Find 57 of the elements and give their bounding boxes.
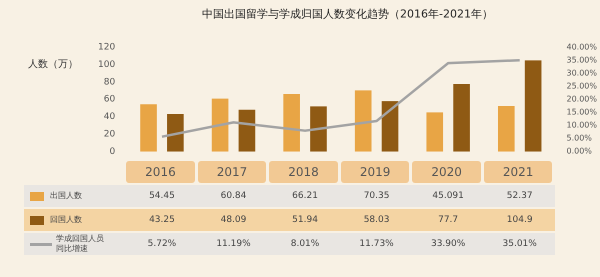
x-tick-label: 2021 <box>484 161 552 183</box>
data-label: 8.01% <box>290 238 320 251</box>
bar <box>498 106 515 152</box>
data-label: 48.09 <box>220 214 248 227</box>
legend-label: 回国人数 <box>50 215 82 225</box>
bar <box>167 114 184 152</box>
data-label: 45.091 <box>431 190 465 203</box>
data-label: 11.19% <box>215 238 252 251</box>
data-label: 60.84 <box>220 190 248 203</box>
x-tick-label: 2017 <box>198 161 266 183</box>
x-tick-label: 2019 <box>340 161 410 183</box>
y-tick-label: 100 <box>98 60 116 70</box>
y2-tick-label: 0.00% <box>566 146 592 156</box>
data-label: 51.94 <box>291 214 319 227</box>
x-tick-label: 2016 <box>126 161 195 183</box>
data-label: 104.9 <box>506 214 534 227</box>
data-label: 43.25 <box>148 214 176 227</box>
bar <box>212 98 228 152</box>
x-tick-label: 2018 <box>269 161 338 183</box>
y-axis-title: 人数（万） <box>28 58 78 72</box>
y2-tick-label: 40.00% <box>566 42 598 52</box>
y-tick-label: 20 <box>104 130 116 140</box>
bar <box>310 106 327 152</box>
data-label: 77.7 <box>437 214 460 227</box>
y2-tick-label: 20.00% <box>566 94 598 104</box>
bar <box>524 60 542 152</box>
data-label: 5.72% <box>146 238 178 251</box>
data-label: 70.35 <box>362 190 390 203</box>
y-tick-label: 40 <box>104 112 116 122</box>
data-label: 54.45 <box>148 190 176 203</box>
y-tick-label: 80 <box>104 77 116 88</box>
legend-label: 学成回国人员同比增速 <box>56 234 104 254</box>
data-label: 58.03 <box>362 214 390 227</box>
bar <box>283 94 300 152</box>
data-label: 35.01% <box>502 238 538 251</box>
chart-title: 中国出国留学与学成归国人数变化趋势（2016年-2021年） <box>202 7 493 20</box>
x-tick-label: 2020 <box>412 161 481 183</box>
y2-tick-label: 25.00% <box>566 81 598 90</box>
bar <box>453 84 470 152</box>
data-label: 66.21 <box>291 190 319 203</box>
y-tick-label: 0 <box>109 146 116 157</box>
y2-tick-label: 5.00% <box>566 134 592 143</box>
legend-label: 出国人数 <box>50 191 82 201</box>
data-label: 52.37 <box>506 190 534 203</box>
bar <box>140 104 157 152</box>
bar <box>238 110 256 152</box>
y2-tick-label: 10.00% <box>566 120 598 130</box>
y-tick-label: 60 <box>104 94 116 105</box>
y2-tick-label: 15.00% <box>566 108 598 117</box>
y2-tick-label: 35.00% <box>566 55 598 64</box>
y2-tick-label: 30.00% <box>566 68 598 78</box>
data-label: 11.73% <box>358 238 395 251</box>
bar <box>382 101 398 152</box>
data-label: 33.90% <box>430 238 466 251</box>
bar <box>426 112 444 152</box>
bar <box>354 90 372 152</box>
y-tick-label: 120 <box>98 42 116 53</box>
